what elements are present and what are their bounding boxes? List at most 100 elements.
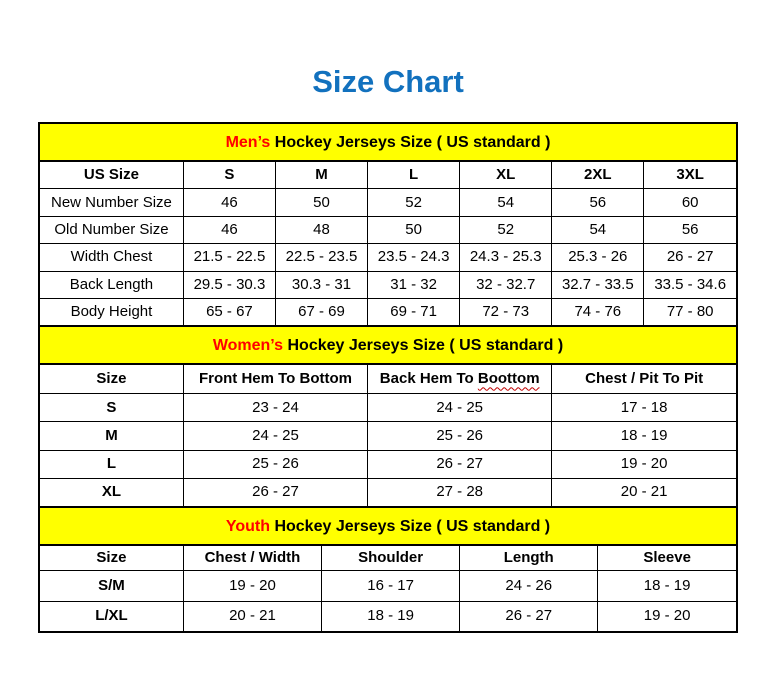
column-header: US Size — [39, 161, 184, 190]
table-cell: 32.7 - 33.5 — [551, 270, 645, 299]
table-cell: 20 - 21 — [551, 477, 737, 507]
column-header: 3XL — [643, 161, 737, 190]
header-row: Size Chest / Width Shoulder Length Sleev… — [39, 545, 737, 572]
column-header: Shoulder — [321, 545, 461, 572]
table-cell: 24 - 25 — [182, 421, 369, 451]
banner-highlight: Youth — [225, 517, 270, 535]
column-header: Front Hem To Bottom — [182, 364, 369, 395]
table-cell: 65 - 67 — [182, 297, 276, 326]
womens-size-table: Size Front Hem To Bottom Back Hem To Boo… — [39, 364, 737, 507]
youth-section-banner: Youth Hockey Jerseys Size ( US standard … — [40, 506, 736, 546]
table-cell: 33.5 - 34.6 — [643, 270, 737, 299]
table-cell: 56 — [643, 215, 737, 245]
header-row: Size Front Hem To Bottom Back Hem To Boo… — [39, 364, 737, 395]
row-label: Body Height — [39, 297, 184, 326]
column-header: S — [182, 161, 276, 190]
table-cell: 27 - 28 — [367, 477, 553, 507]
table-cell: 52 — [459, 215, 553, 245]
table-cell: 54 — [459, 188, 553, 217]
banner-text: Hockey Jerseys Size ( US standard ) — [270, 517, 551, 535]
table-cell: 74 - 76 — [551, 297, 645, 326]
row-label: S/M — [39, 570, 184, 602]
table-cell: 60 — [643, 188, 737, 217]
table-cell: 26 - 27 — [182, 477, 369, 507]
table-cell: 50 — [367, 215, 461, 245]
table-cell: 30.3 - 31 — [274, 270, 369, 299]
table-cell: 18 - 19 — [321, 600, 461, 632]
youth-size-table: Size Chest / Width Shoulder Length Sleev… — [39, 545, 737, 632]
column-header: XL — [459, 161, 553, 190]
table-cell: 31 - 32 — [367, 270, 461, 299]
table-row: Old Number Size 46 48 50 52 54 56 — [39, 215, 737, 245]
column-header: Length — [459, 545, 599, 572]
table-row: M 24 - 25 25 - 26 18 - 19 — [39, 421, 737, 451]
mens-section-banner: Men’s Hockey Jerseys Size ( US standard … — [40, 124, 736, 162]
table-cell: 18 - 19 — [551, 421, 737, 451]
table-cell: 16 - 17 — [321, 570, 461, 602]
mens-size-table: US Size S M L XL 2XL 3XL New Number Size… — [39, 161, 737, 326]
table-cell: 26 - 27 — [459, 600, 599, 632]
table-cell: 20 - 21 — [182, 600, 323, 632]
table-cell: 24 - 26 — [459, 570, 599, 602]
table-cell: 24 - 25 — [367, 393, 553, 423]
column-header: Size — [39, 364, 184, 395]
table-row: New Number Size 46 50 52 54 56 60 — [39, 188, 737, 217]
page-title: Size Chart — [312, 64, 464, 99]
table-cell: 26 - 27 — [367, 449, 553, 479]
table-cell: 52 — [367, 188, 461, 217]
table-row: S 23 - 24 24 - 25 17 - 18 — [39, 393, 737, 423]
table-cell: 26 - 27 — [643, 243, 737, 272]
table-row: XL 26 - 27 27 - 28 20 - 21 — [39, 477, 737, 507]
table-cell: 24.3 - 25.3 — [459, 243, 553, 272]
table-row: Back Length 29.5 - 30.3 30.3 - 31 31 - 3… — [39, 270, 737, 299]
row-label: Back Length — [39, 270, 184, 299]
column-header: 2XL — [551, 161, 645, 190]
table-cell: 25 - 26 — [367, 421, 553, 451]
table-cell: 48 — [274, 215, 369, 245]
table-cell: 46 — [182, 215, 276, 245]
table-cell: 56 — [551, 188, 645, 217]
table-cell: 22.5 - 23.5 — [274, 243, 369, 272]
table-cell: 23.5 - 24.3 — [367, 243, 461, 272]
column-header: Size — [39, 545, 184, 572]
table-row: Width Chest 21.5 - 22.5 22.5 - 23.5 23.5… — [39, 243, 737, 272]
table-cell: 19 - 20 — [551, 449, 737, 479]
row-label: M — [39, 421, 184, 451]
row-label: XL — [39, 477, 184, 507]
table-cell: 69 - 71 — [367, 297, 461, 326]
column-header: L — [367, 161, 461, 190]
row-label: Width Chest — [39, 243, 184, 272]
table-cell: 77 - 80 — [643, 297, 737, 326]
table-row: L/XL 20 - 21 18 - 19 26 - 27 19 - 20 — [39, 600, 737, 632]
row-label: S — [39, 393, 184, 423]
table-cell: 50 — [274, 188, 369, 217]
table-cell: 23 - 24 — [182, 393, 369, 423]
table-row: L 25 - 26 26 - 27 19 - 20 — [39, 449, 737, 479]
table-cell: 72 - 73 — [459, 297, 553, 326]
table-cell: 18 - 19 — [597, 570, 737, 602]
column-header-text: Back Hem To — [379, 370, 478, 388]
banner-text: Hockey Jerseys Size ( US standard ) — [270, 133, 551, 151]
banner-text: Hockey Jerseys Size ( US standard ) — [283, 336, 564, 354]
header-row: US Size S M L XL 2XL 3XL — [39, 161, 737, 190]
column-header: M — [274, 161, 369, 190]
banner-highlight: Women’s — [212, 336, 284, 354]
table-cell: 32 - 32.7 — [459, 270, 553, 299]
column-header: Sleeve — [597, 545, 737, 572]
row-label: L — [39, 449, 184, 479]
table-cell: 29.5 - 30.3 — [182, 270, 276, 299]
size-chart: Men’s Hockey Jerseys Size ( US standard … — [38, 122, 738, 633]
table-cell: 67 - 69 — [274, 297, 369, 326]
column-header: Back Hem To Boottom — [367, 364, 553, 395]
table-cell: 46 — [182, 188, 276, 217]
table-cell: 25 - 26 — [182, 449, 369, 479]
table-cell: 25.3 - 26 — [551, 243, 645, 272]
womens-section-banner: Women’s Hockey Jerseys Size ( US standar… — [40, 325, 736, 366]
table-cell: 19 - 20 — [182, 570, 323, 602]
table-cell: 54 — [551, 215, 645, 245]
table-cell: 17 - 18 — [551, 393, 737, 423]
column-header: Chest / Width — [182, 545, 323, 572]
banner-highlight: Men’s — [225, 133, 271, 151]
table-row: S/M 19 - 20 16 - 17 24 - 26 18 - 19 — [39, 570, 737, 602]
row-label: Old Number Size — [39, 215, 184, 245]
